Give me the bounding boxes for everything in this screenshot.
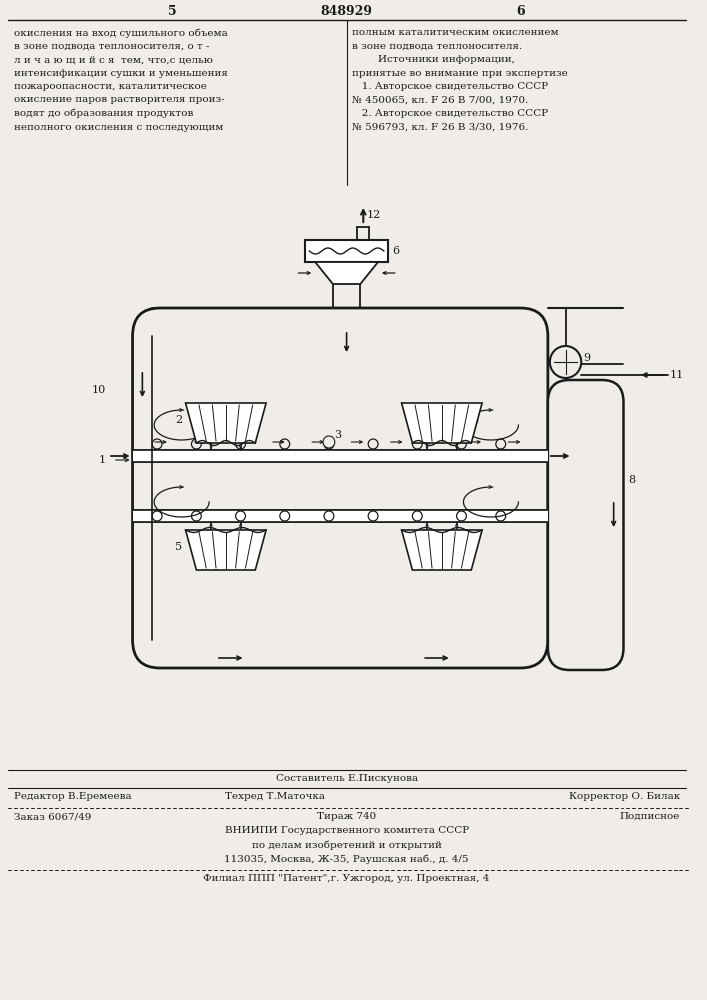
Circle shape — [550, 346, 581, 378]
Text: л и ч а ю щ и й с я  тем, что,с целью: л и ч а ю щ и й с я тем, что,с целью — [13, 55, 213, 64]
FancyBboxPatch shape — [548, 380, 624, 670]
Bar — [132, 450, 548, 462]
Text: 12: 12 — [366, 210, 380, 220]
Text: 5: 5 — [175, 542, 182, 552]
Text: 8: 8 — [629, 475, 636, 485]
Bar — [132, 510, 548, 522]
Text: 5: 5 — [168, 5, 177, 18]
Text: неполного окисления с последующим: неполного окисления с последующим — [13, 122, 223, 131]
Text: принятые во внимание при экспертизе: принятые во внимание при экспертизе — [351, 68, 567, 78]
Text: 6: 6 — [516, 5, 525, 18]
Text: в зоне подвода теплоносителя.: в зоне подвода теплоносителя. — [351, 41, 522, 50]
Text: Техред Т.Маточка: Техред Т.Маточка — [225, 792, 325, 801]
Bar — [305, 240, 388, 262]
Text: 11: 11 — [670, 370, 684, 380]
Text: Тираж 740: Тираж 740 — [317, 812, 376, 821]
Text: № 450065, кл. F 26 B 7/00, 1970.: № 450065, кл. F 26 B 7/00, 1970. — [351, 96, 528, 104]
FancyBboxPatch shape — [132, 308, 548, 668]
Text: Заказ 6067/49: Заказ 6067/49 — [13, 812, 91, 821]
Text: 4: 4 — [472, 415, 479, 425]
Text: Подписное: Подписное — [619, 812, 679, 821]
Text: водят до образования продуктов: водят до образования продуктов — [13, 109, 193, 118]
Text: 848929: 848929 — [320, 5, 373, 18]
Text: 1. Авторское свидетельство СССР: 1. Авторское свидетельство СССР — [351, 82, 548, 91]
Text: окисления на вход сушильного объема: окисления на вход сушильного объема — [13, 28, 228, 37]
Text: 2: 2 — [175, 415, 182, 425]
Text: Филиал ППП "Патент",г. Ужгород, ул. Проектная, 4: Филиал ППП "Патент",г. Ужгород, ул. Прое… — [204, 874, 490, 883]
Polygon shape — [185, 530, 266, 570]
Text: полным каталитическим окислением: полным каталитическим окислением — [351, 28, 558, 37]
Text: Составитель Е.Пискунова: Составитель Е.Пискунова — [276, 774, 418, 783]
Text: 6: 6 — [392, 246, 399, 256]
Text: 3: 3 — [334, 430, 341, 440]
Text: Корректор О. Билак: Корректор О. Билак — [569, 792, 681, 801]
Text: ВНИИПИ Государственного комитета СССР: ВНИИПИ Государственного комитета СССР — [225, 826, 469, 835]
Text: 113035, Москва, Ж-35, Раушская наб., д. 4/5: 113035, Москва, Ж-35, Раушская наб., д. … — [224, 854, 469, 863]
Text: по делам изобретений и открытий: по делам изобретений и открытий — [252, 840, 442, 850]
Text: 9: 9 — [583, 353, 590, 363]
Text: Источники информации,: Источники информации, — [351, 55, 515, 64]
Text: Редактор В.Еремеева: Редактор В.Еремеева — [13, 792, 132, 801]
Text: интенсификации сушки и уменьшения: интенсификации сушки и уменьшения — [13, 68, 228, 78]
Text: 2. Авторское свидетельство СССР: 2. Авторское свидетельство СССР — [351, 109, 548, 118]
Circle shape — [323, 436, 335, 448]
Text: 10: 10 — [92, 385, 106, 395]
Polygon shape — [402, 403, 482, 443]
Text: пожароопасности, каталитическое: пожароопасности, каталитическое — [13, 82, 206, 91]
Polygon shape — [315, 262, 378, 284]
Text: № 596793, кл. F 26 B 3/30, 1976.: № 596793, кл. F 26 B 3/30, 1976. — [351, 122, 528, 131]
Text: 1: 1 — [99, 455, 106, 465]
Polygon shape — [185, 403, 266, 443]
Text: 7: 7 — [472, 542, 479, 552]
Polygon shape — [402, 530, 482, 570]
Text: окисление паров растворителя произ-: окисление паров растворителя произ- — [13, 96, 224, 104]
Text: в зоне подвода теплоносителя, о т -: в зоне подвода теплоносителя, о т - — [13, 41, 209, 50]
